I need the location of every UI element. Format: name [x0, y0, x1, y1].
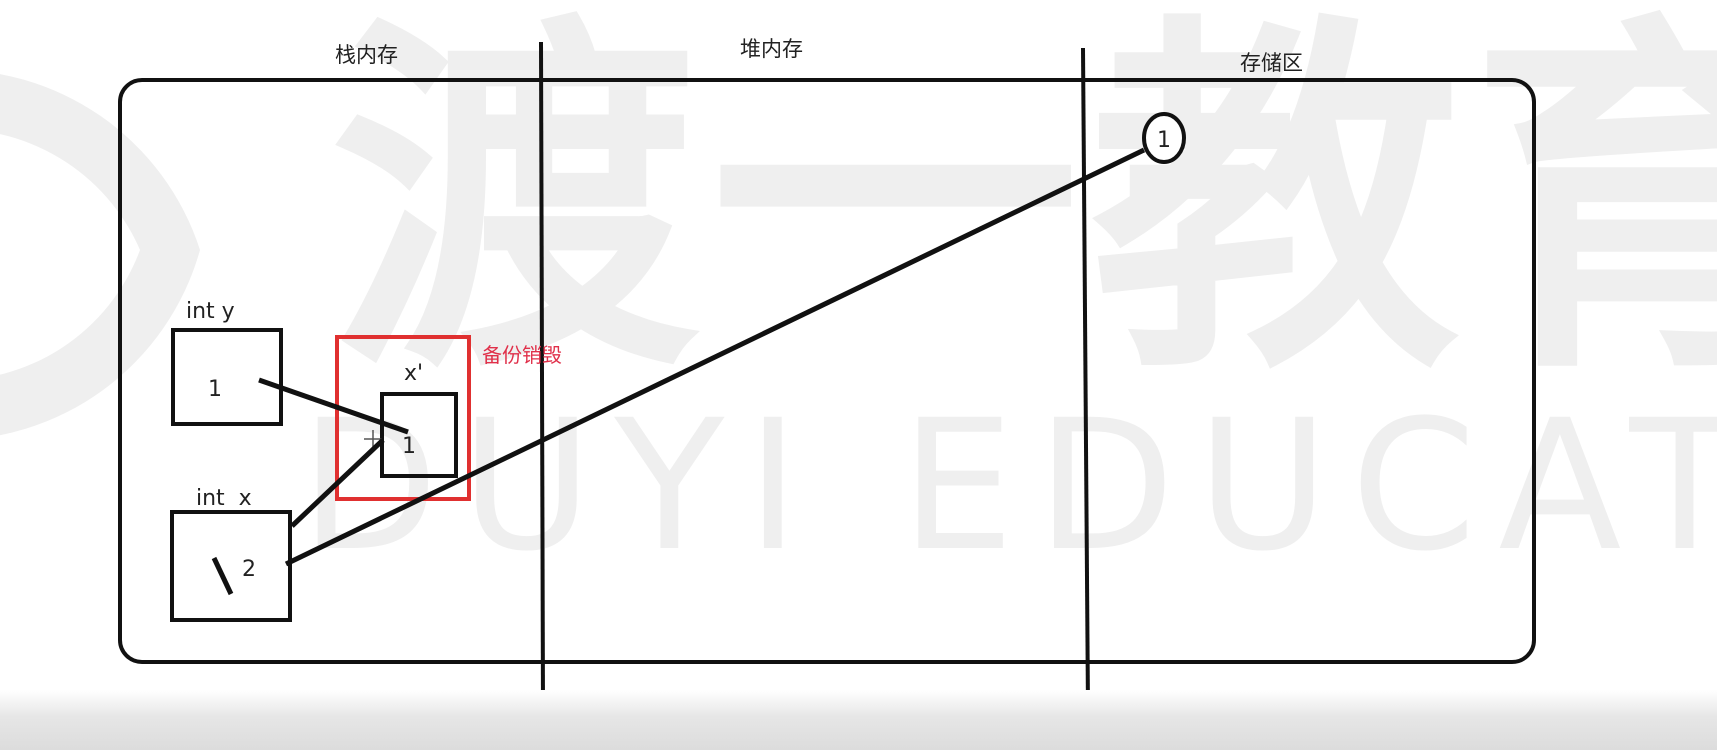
reference-line-x-to-storage [284, 147, 1146, 567]
watermark-logo [0, 74, 200, 250]
reference-line-y-to-copy [258, 377, 409, 435]
stack-heap-divider [539, 41, 545, 711]
variable-box-x-copy [380, 392, 458, 478]
crossed-out-mark [211, 556, 234, 596]
storage-value: 1 [1157, 128, 1171, 153]
video-player-shadow-bar [0, 690, 1717, 750]
variable-box-y [171, 328, 283, 426]
region-label-storage: 存储区 [1240, 51, 1303, 75]
variable-value-x: 2 [242, 557, 256, 582]
variable-label-x: int x [196, 486, 252, 511]
cursor-crosshair-icon [364, 430, 382, 448]
variable-label-y: int y [186, 299, 235, 324]
storage-value-circle [1142, 112, 1186, 164]
reference-line-x-to-copy [290, 438, 385, 528]
copy-highlight-frame [335, 335, 471, 501]
annotation-backup-destroyed: 备份销毁 [482, 343, 562, 367]
watermark: 渡一教育 DUYI EDUCATION [0, 0, 1717, 591]
region-label-stack: 栈内存 [335, 43, 398, 67]
watermark-english: DUYI EDUCATION [300, 382, 1717, 591]
variable-label-x-copy: x' [404, 361, 423, 386]
variable-box-x [170, 510, 292, 622]
region-label-heap: 堆内存 [740, 37, 803, 61]
variable-value-x-copy: 1 [402, 434, 416, 459]
watermark-logo-lower [0, 250, 200, 436]
memory-container [118, 78, 1536, 664]
heap-storage-divider [1081, 47, 1090, 711]
variable-value-y: 1 [208, 377, 222, 402]
